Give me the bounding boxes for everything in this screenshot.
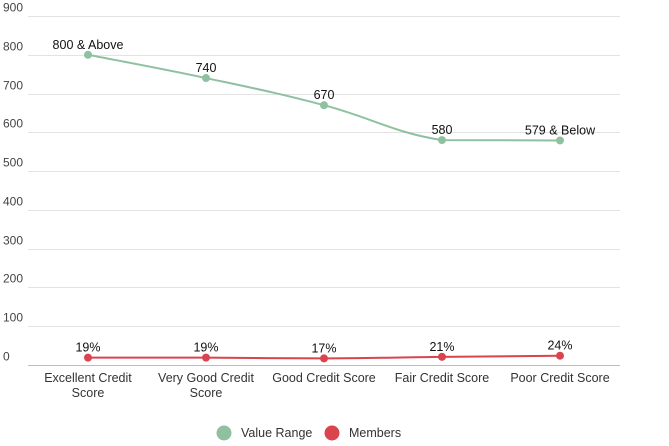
y-tick-label: 900	[3, 1, 23, 15]
data-label: 19%	[193, 341, 218, 355]
data-label: 800 & Above	[53, 38, 124, 52]
x-category-label: Poor Credit Score	[510, 371, 609, 385]
data-point	[202, 353, 210, 362]
y-tick-label: 500	[3, 156, 23, 170]
data-point	[556, 351, 564, 360]
data-label: 740	[196, 61, 217, 75]
data-label: 21%	[429, 340, 454, 354]
data-point	[84, 50, 92, 59]
y-tick-label: 100	[3, 311, 23, 325]
y-tick-label: 0	[3, 350, 10, 364]
y-tick-label: 300	[3, 234, 23, 248]
x-axis-categories: Excellent Credit Score Very Good Credit Sco…	[44, 371, 609, 400]
data-point	[202, 74, 210, 83]
data-point	[438, 136, 446, 145]
data-label: 580	[432, 123, 453, 137]
y-axis-ticks: 900 800 700 600 500 400 300 200 100 0	[3, 1, 23, 364]
data-point	[84, 353, 92, 362]
data-point	[320, 354, 328, 363]
x-category-label: Good Credit Score	[272, 371, 376, 385]
y-tick-label: 800	[3, 40, 23, 54]
series-lines	[84, 50, 564, 363]
data-point	[438, 352, 446, 361]
legend-swatch	[216, 425, 232, 441]
y-tick-label: 400	[3, 195, 23, 209]
data-labels: 800 & Above 740 670 580 579 & Below 19% 19% 17%…	[53, 38, 597, 356]
data-label: 19%	[75, 341, 100, 355]
data-point	[556, 136, 564, 145]
legend-label: Members	[349, 426, 401, 440]
data-label: 17%	[311, 341, 336, 355]
x-category-label: Fair Credit Score	[395, 371, 490, 385]
legend: Value Range Members	[216, 425, 401, 441]
data-label: 670	[314, 88, 335, 102]
gridlines	[28, 16, 620, 366]
data-label: 579 & Below	[525, 123, 596, 137]
y-tick-label: 200	[3, 272, 23, 286]
y-tick-label: 600	[3, 117, 23, 131]
y-tick-label: 700	[3, 79, 23, 93]
x-category-label: Excellent Credit Score	[44, 371, 132, 400]
legend-swatch	[324, 425, 340, 441]
data-label: 24%	[547, 339, 572, 353]
legend-label: Value Range	[241, 426, 312, 440]
data-point	[320, 101, 328, 110]
x-category-label: Very Good Credit Score	[158, 371, 254, 400]
